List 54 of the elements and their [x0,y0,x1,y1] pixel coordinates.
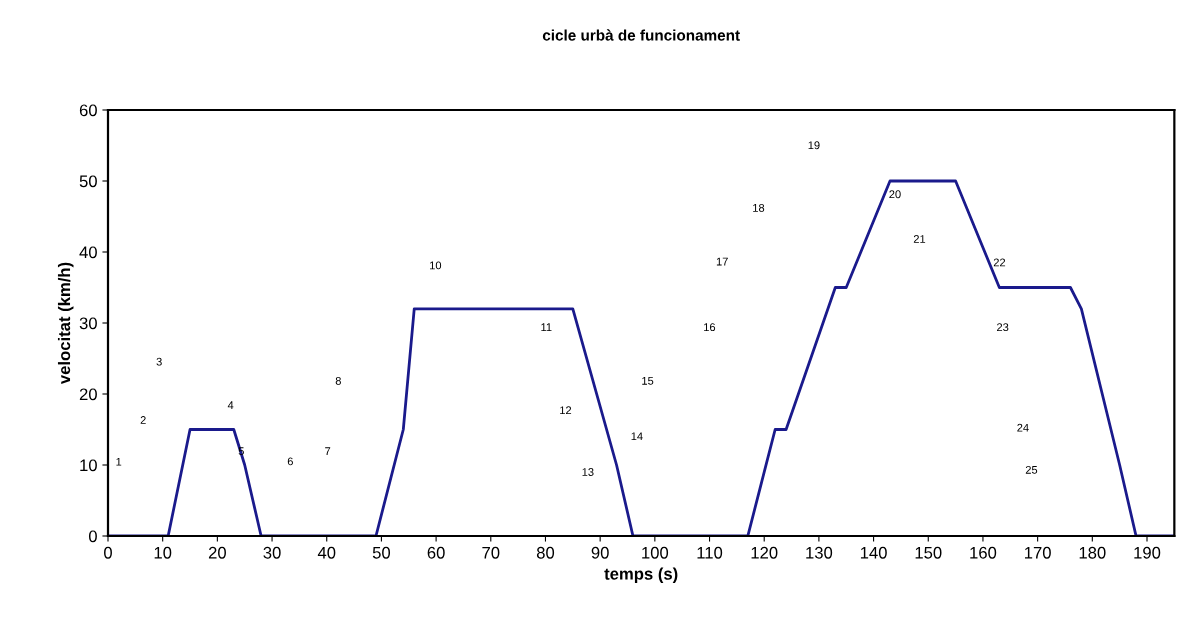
annotation: 7 [325,447,331,455]
annotation: 18 [753,203,765,212]
annotation: 8 [335,376,341,385]
annotation: 19 [808,141,820,150]
y-tick-label: 50 [79,175,97,188]
annotation: 13 [582,468,594,476]
x-axis-title: temps (s) [604,567,678,584]
y-tick-label: 0 [88,530,97,543]
annotation: 15 [642,377,654,385]
y-axis-title: velocitat (km/h) [57,262,74,385]
annotation: 10 [430,261,442,270]
x-tick-label: 190 [1134,546,1161,559]
x-tick-label: 20 [208,546,226,559]
x-tick-label: 80 [536,546,555,559]
annotation: 4 [227,401,234,409]
x-tick-label: 90 [591,546,609,559]
annotation: 25 [1025,465,1038,474]
x-tick-label: 70 [482,546,500,559]
x-tick-label: 30 [263,546,281,559]
annotation: 14 [631,432,643,441]
x-tick-label: 60 [427,546,445,559]
annotation: 5 [238,447,244,456]
annotation: 17 [716,257,728,266]
annotation: 2 [140,416,146,424]
x-tick-label: 40 [317,546,336,559]
annotation: 16 [704,323,716,332]
x-tick-label: 120 [751,546,778,559]
annotation: 20 [889,190,901,199]
x-tick-label: 50 [372,546,391,559]
y-tick-label: 40 [79,246,97,259]
x-tick-label: 180 [1079,546,1106,559]
y-tick-label: 20 [79,388,97,401]
annotation: 11 [541,323,552,331]
x-tick-label: 160 [970,546,997,559]
y-tick-label: 60 [79,104,97,117]
x-tick-label: 150 [915,546,942,559]
x-tick-label: 110 [697,546,723,559]
y-tick-label: 10 [80,459,97,472]
annotation: 22 [993,258,1006,267]
x-tick-label: 10 [154,546,172,559]
x-tick-label: 140 [860,546,887,559]
annotation: 3 [156,357,162,366]
chart-title: cicle urbà de funcionament [542,29,740,41]
y-tick-label: 30 [79,317,97,330]
annotation: 1 [116,457,122,466]
annotation: 21 [913,235,926,243]
x-tick-label: 0 [104,546,112,559]
x-tick-label: 130 [806,546,833,559]
annotation: 12 [560,406,572,415]
annotation: 23 [997,323,1009,332]
annotation: 24 [1017,423,1029,432]
x-tick-label: 170 [1025,546,1051,559]
x-tick-label: 100 [642,546,669,559]
annotation: 6 [287,457,293,466]
